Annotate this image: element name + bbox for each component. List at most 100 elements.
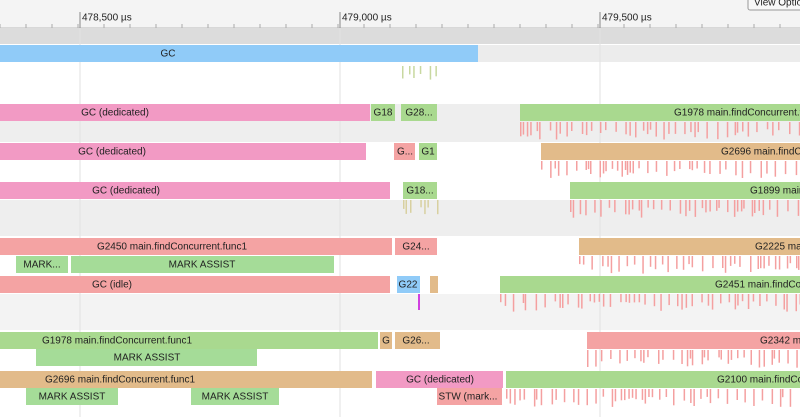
slice[interactable]: G26... xyxy=(395,332,440,349)
slice[interactable]: GC xyxy=(0,45,478,62)
event-tick xyxy=(652,200,655,210)
slice[interactable]: G2225 main xyxy=(579,238,800,255)
event-tick xyxy=(756,122,758,133)
slice[interactable]: MARK ASSIST xyxy=(71,256,334,273)
event-tick xyxy=(709,389,712,404)
event-tick xyxy=(600,200,602,217)
event-tick xyxy=(779,389,782,407)
event-tick xyxy=(789,122,791,135)
slice[interactable]: GC (dedicated) xyxy=(376,371,503,388)
slice[interactable]: GC (idle) xyxy=(0,276,390,293)
slice[interactable]: G... xyxy=(394,143,415,160)
slice[interactable]: GC (dedicated) xyxy=(0,104,370,121)
event-tick xyxy=(544,294,546,308)
row-background xyxy=(0,200,800,236)
slice-bar xyxy=(541,143,800,160)
slice[interactable]: GC (dedicated) xyxy=(0,143,366,160)
slice[interactable] xyxy=(430,276,438,293)
event-tick xyxy=(706,389,708,397)
event-tick xyxy=(750,256,752,272)
event-tick xyxy=(682,256,685,270)
header-band xyxy=(0,28,800,44)
slice-label: G2696 main.findC xyxy=(721,147,800,158)
event-tick xyxy=(634,350,636,359)
event-tick xyxy=(402,66,404,79)
event-tick xyxy=(795,294,797,312)
event-tick xyxy=(628,389,630,399)
slice[interactable]: G2342 main xyxy=(587,332,800,349)
slice-bar xyxy=(0,104,370,121)
event-tick xyxy=(701,294,703,303)
event-tick xyxy=(629,122,631,136)
slice[interactable]: G2450 main.findConcurrent.func1 xyxy=(0,238,392,255)
event-tick xyxy=(766,122,769,130)
event-tick xyxy=(638,294,641,303)
slice[interactable]: G28... xyxy=(401,104,437,121)
slice[interactable]: G2100 main.findCon xyxy=(506,371,800,388)
slice[interactable]: G18... xyxy=(403,182,437,199)
slice[interactable]: G2696 main.findConcurrent.func1 xyxy=(0,371,372,388)
event-tick xyxy=(701,256,704,272)
slice-bar xyxy=(500,276,800,293)
event-tick xyxy=(736,122,739,133)
event-tick xyxy=(776,200,779,217)
event-tick xyxy=(551,389,554,405)
slice-label: G... xyxy=(397,147,413,158)
event-tick xyxy=(707,294,710,306)
event-tick xyxy=(668,294,670,306)
event-tick xyxy=(676,256,678,269)
event-tick xyxy=(647,161,649,174)
event-tick xyxy=(590,161,592,174)
event-tick xyxy=(638,200,641,211)
slice[interactable]: G2696 main.findC xyxy=(541,143,800,160)
slice[interactable]: MARK ASSIST xyxy=(191,388,279,405)
view-options-button[interactable]: View Options xyxy=(747,0,800,11)
event-tick xyxy=(669,200,671,211)
slice[interactable]: G2451 main.findConcurr xyxy=(500,276,800,293)
event-tick xyxy=(611,389,614,407)
event-tick xyxy=(435,66,437,77)
event-tick xyxy=(410,200,412,213)
slice[interactable]: G22 xyxy=(397,276,420,293)
slice[interactable]: G1899 main xyxy=(570,182,800,199)
event-tick xyxy=(573,389,575,403)
event-tick xyxy=(691,161,694,171)
slice-label: G1899 main xyxy=(750,186,800,197)
slice[interactable]: G24... xyxy=(395,238,437,255)
event-tick xyxy=(662,350,664,360)
event-tick xyxy=(724,256,727,273)
event-tick xyxy=(607,256,609,267)
slice-bar xyxy=(376,371,503,388)
event-tick xyxy=(737,294,739,306)
event-tick xyxy=(635,389,637,400)
slice[interactable]: MARK ASSIST xyxy=(26,388,118,405)
slice[interactable]: G18 xyxy=(371,104,395,121)
slice[interactable]: MARK ASSIST xyxy=(36,349,257,366)
event-tick xyxy=(665,389,668,397)
event-tick xyxy=(605,122,607,131)
event-tick xyxy=(709,200,711,212)
slice[interactable]: STW (mark... xyxy=(437,388,502,405)
slice[interactable]: MARK... xyxy=(16,256,68,273)
slice[interactable]: GC (dedicated) xyxy=(0,182,390,199)
slice[interactable]: G xyxy=(380,332,392,349)
event-tick xyxy=(512,294,515,312)
event-tick xyxy=(616,161,619,171)
row-background xyxy=(0,294,800,330)
event-tick xyxy=(691,294,693,307)
slice-label: G18... xyxy=(406,186,433,197)
event-tick xyxy=(506,389,508,399)
slice[interactable]: G1978 main.findConcurrent.f xyxy=(520,104,800,121)
event-tick xyxy=(741,294,744,302)
event-tick xyxy=(595,350,597,367)
slice-bar xyxy=(403,182,437,199)
event-tick xyxy=(789,256,792,264)
slice-label: GC (dedicated) xyxy=(406,375,474,386)
event-tick xyxy=(409,66,411,75)
event-tick xyxy=(663,122,665,140)
slice[interactable]: G1 xyxy=(419,143,437,160)
event-tick xyxy=(626,350,628,361)
slice-label: G22 xyxy=(399,280,418,291)
slice-bar xyxy=(0,371,372,388)
slice[interactable]: G1978 main.findConcurrent.func1 xyxy=(0,332,378,349)
